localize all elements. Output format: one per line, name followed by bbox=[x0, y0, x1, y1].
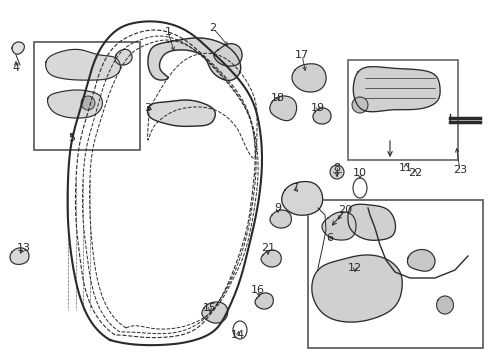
Polygon shape bbox=[213, 44, 242, 66]
Circle shape bbox=[81, 96, 95, 110]
Polygon shape bbox=[407, 249, 434, 271]
Text: 2: 2 bbox=[209, 23, 216, 33]
Text: 23: 23 bbox=[452, 165, 466, 175]
Text: 19: 19 bbox=[310, 103, 325, 113]
Text: 18: 18 bbox=[270, 93, 285, 103]
Polygon shape bbox=[10, 248, 29, 265]
Text: 14: 14 bbox=[230, 330, 244, 340]
Text: 22: 22 bbox=[407, 168, 421, 178]
Polygon shape bbox=[347, 204, 395, 240]
Text: 6: 6 bbox=[326, 233, 333, 243]
Polygon shape bbox=[269, 96, 296, 121]
Text: 3: 3 bbox=[144, 103, 151, 113]
Text: 13: 13 bbox=[17, 243, 31, 253]
Text: 21: 21 bbox=[261, 243, 274, 253]
Text: 1: 1 bbox=[164, 27, 171, 37]
Ellipse shape bbox=[352, 178, 366, 198]
Text: 11: 11 bbox=[398, 163, 412, 173]
Polygon shape bbox=[254, 293, 273, 309]
Polygon shape bbox=[269, 210, 291, 228]
Circle shape bbox=[351, 97, 367, 113]
Text: 8: 8 bbox=[333, 163, 340, 173]
Text: 9: 9 bbox=[274, 203, 281, 213]
Polygon shape bbox=[311, 255, 402, 322]
Polygon shape bbox=[47, 90, 102, 118]
Polygon shape bbox=[202, 302, 227, 323]
Polygon shape bbox=[147, 100, 215, 126]
Polygon shape bbox=[12, 42, 24, 54]
Polygon shape bbox=[281, 181, 322, 215]
Bar bbox=[307, 200, 482, 348]
Text: 17: 17 bbox=[294, 50, 308, 60]
Text: 20: 20 bbox=[337, 205, 351, 215]
Polygon shape bbox=[436, 296, 452, 314]
Text: 7: 7 bbox=[291, 183, 298, 193]
Text: 16: 16 bbox=[250, 285, 264, 295]
Polygon shape bbox=[148, 38, 240, 81]
Polygon shape bbox=[291, 64, 325, 92]
Polygon shape bbox=[352, 67, 439, 112]
Polygon shape bbox=[321, 212, 355, 240]
Polygon shape bbox=[45, 49, 120, 80]
Text: 4: 4 bbox=[12, 63, 20, 73]
Polygon shape bbox=[261, 250, 281, 267]
Ellipse shape bbox=[232, 321, 246, 339]
Polygon shape bbox=[115, 49, 132, 65]
Circle shape bbox=[329, 165, 343, 179]
Polygon shape bbox=[312, 108, 330, 124]
Text: 10: 10 bbox=[352, 168, 366, 178]
Text: 5: 5 bbox=[68, 133, 75, 143]
Bar bbox=[347, 60, 457, 160]
Bar bbox=[34, 42, 140, 150]
Text: 15: 15 bbox=[203, 303, 217, 313]
Text: 12: 12 bbox=[347, 263, 361, 273]
